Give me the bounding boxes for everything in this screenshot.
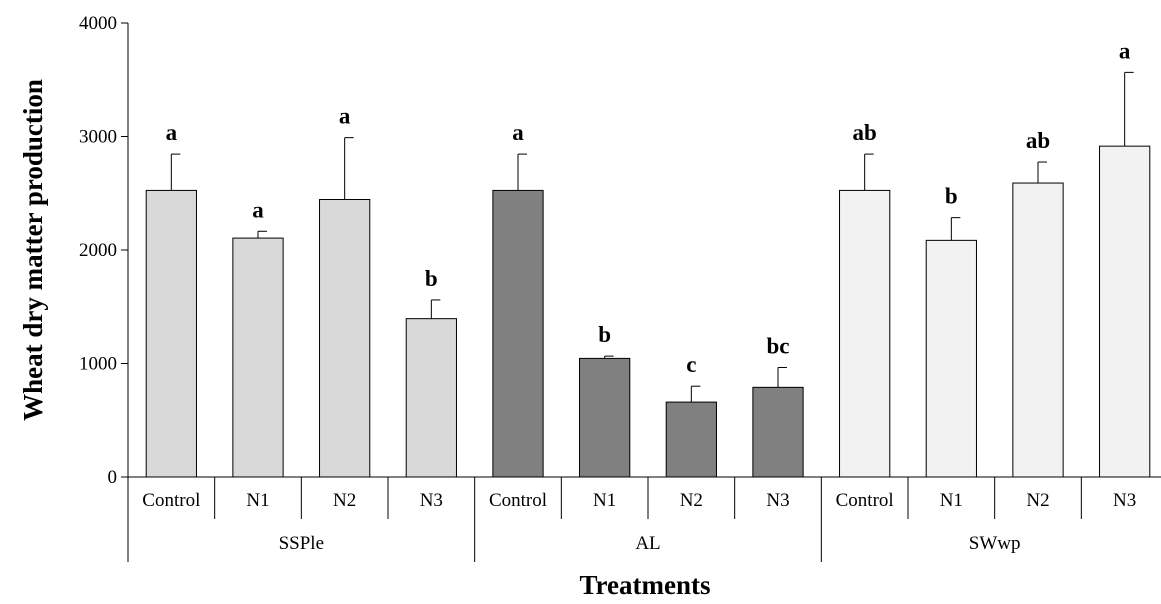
x-category-label: N3 <box>766 490 789 511</box>
bar <box>405 318 457 478</box>
significance-label: b <box>945 184 958 209</box>
significance-label: a <box>339 104 351 129</box>
significance-label: ab <box>853 120 877 145</box>
x-category-label: N2 <box>1026 490 1049 511</box>
x-category-label: N1 <box>593 490 616 511</box>
bar <box>145 189 197 478</box>
y-axis-title: Wheat dry matter production <box>18 79 48 421</box>
x-category-label: N2 <box>333 490 356 511</box>
x-group-label: AL <box>635 533 660 554</box>
x-group-label: SSPle <box>279 533 324 554</box>
x-category-label: N1 <box>940 490 963 511</box>
x-category-label: N2 <box>680 490 703 511</box>
significance-label: bc <box>767 333 790 358</box>
bar <box>579 357 631 478</box>
x-category-label: N3 <box>1113 490 1136 511</box>
bar <box>319 198 371 478</box>
x-category-label: N1 <box>246 490 269 511</box>
x-category-label: Control <box>142 490 200 511</box>
significance-label: a <box>252 197 264 222</box>
significance-label: b <box>425 266 438 291</box>
significance-label: b <box>598 322 611 347</box>
x-axis-title: Treatments <box>580 570 711 600</box>
bar <box>665 401 717 478</box>
bar <box>839 189 891 478</box>
y-axis: 0 1000 2000 3000 4000 <box>79 13 129 488</box>
x-category-label: Control <box>489 490 547 511</box>
bar <box>232 237 284 478</box>
y-tick-label: 4000 <box>79 13 117 34</box>
x-group-label: SWwp <box>969 533 1021 554</box>
bar <box>1012 182 1064 478</box>
significance-label: a <box>1119 38 1131 63</box>
significance-label: a <box>166 120 178 145</box>
y-tick-label: 1000 <box>79 354 117 375</box>
x-axis: Control N1 N2 N3 SSPle Control N1 N2 N3 AL Control… <box>127 476 1161 562</box>
y-tick-label: 0 <box>108 467 118 488</box>
x-category-label: N3 <box>420 490 443 511</box>
significance-label: a <box>512 120 524 145</box>
bar <box>752 386 804 478</box>
y-tick-label: 3000 <box>79 127 117 148</box>
significance-label: ab <box>1026 128 1050 153</box>
bar <box>492 189 544 478</box>
bar <box>1099 145 1151 478</box>
bar <box>925 239 977 478</box>
x-category-label: Control <box>836 490 894 511</box>
significance-label: c <box>686 352 696 377</box>
y-tick-label: 2000 <box>79 240 117 261</box>
